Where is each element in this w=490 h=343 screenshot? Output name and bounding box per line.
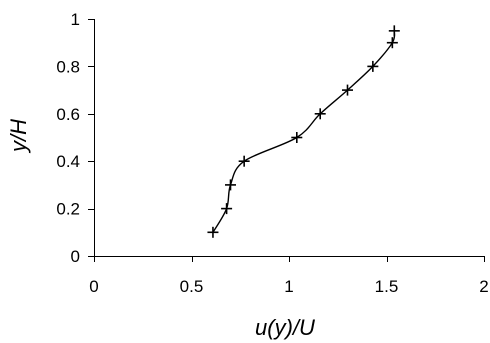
x-tick-label: 0 — [89, 277, 98, 296]
data-point-marker — [367, 60, 379, 72]
x-tick-label: 1 — [284, 277, 293, 296]
y-tick-label: 0 — [71, 247, 80, 266]
data-point-marker — [225, 179, 236, 191]
x-tick-label: 1.5 — [375, 277, 399, 296]
data-point-marker — [291, 132, 303, 143]
axes — [94, 19, 485, 257]
y-axis-ticks: 0 0.2 0.4 0.6 0.8 1 — [56, 10, 94, 266]
x-axis-ticks: 0 0.5 1 1.5 2 — [89, 256, 489, 296]
data-point-marker — [314, 108, 326, 120]
data-point-marker — [342, 84, 353, 96]
data-point-marker — [238, 155, 250, 167]
y-tick-label: 0.4 — [56, 152, 80, 171]
y-tick-label: 0.8 — [56, 57, 80, 76]
x-tick-label: 0.5 — [180, 277, 204, 296]
x-axis-title: u(y)/U — [255, 315, 315, 340]
x-tick-label: 2 — [479, 277, 488, 296]
data-point-marker — [386, 37, 398, 49]
y-tick-label: 0.2 — [56, 200, 80, 219]
series-layer — [207, 25, 400, 238]
y-tick-label: 0.6 — [56, 105, 80, 124]
data-point-marker — [388, 25, 400, 37]
y-tick-label: 1 — [71, 10, 80, 29]
data-point-marker — [207, 226, 219, 238]
y-axis-title: y/H — [6, 119, 31, 154]
data-point-marker — [221, 203, 233, 215]
series-line — [212, 30, 396, 233]
